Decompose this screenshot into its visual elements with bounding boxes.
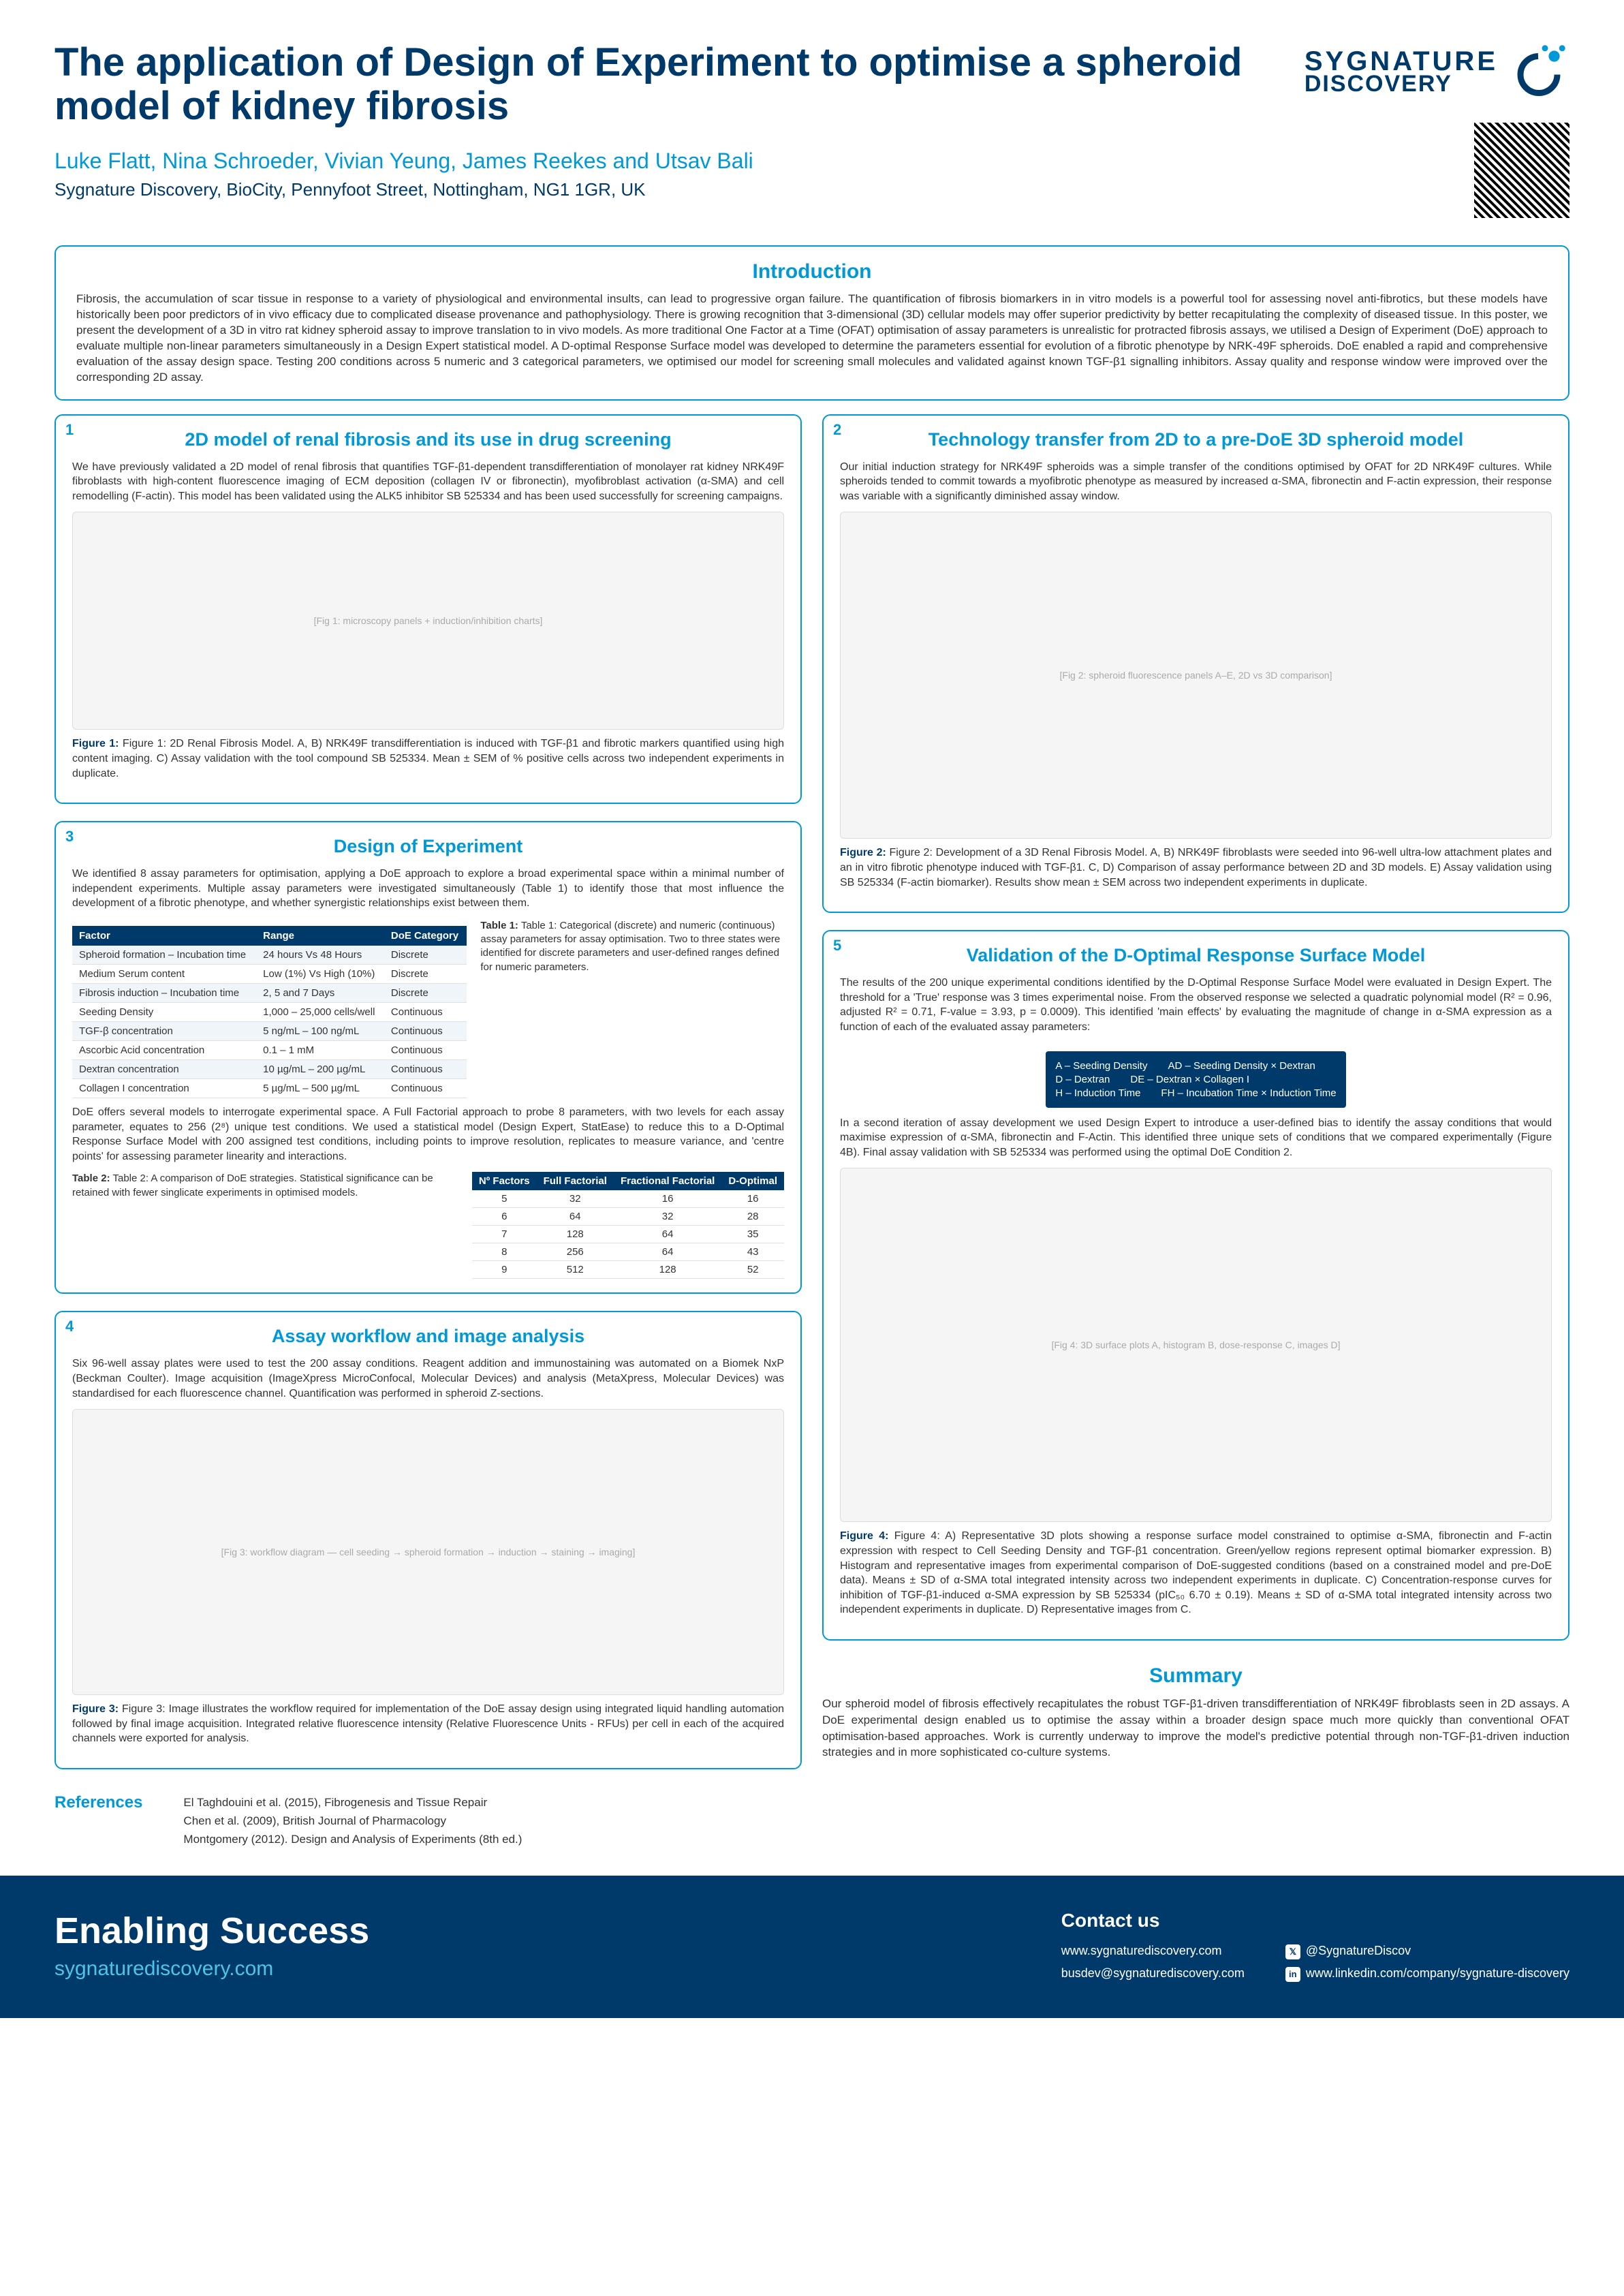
right-column: 2 Technology transfer from 2D to a pre-D… [822,414,1570,1856]
contact-linkedin: in www.linkedin.com/company/sygnature-dis… [1285,1962,1570,1984]
tagline: Enabling Success [54,1910,369,1952]
twitter-icon: 𝕏 [1285,1944,1300,1959]
table2-wrap: Table 2: Table 2: A comparison of DoE st… [72,1172,784,1279]
poster-header: The application of Design of Experiment … [0,0,1624,232]
panel-text-2: DoE offers several models to interrogate… [72,1105,784,1164]
panel-4: 4 Assay workflow and image analysis Six … [54,1311,802,1769]
intro-panel: Introduction Fibrosis, the accumulation … [54,245,1570,401]
summary-panel: Summary Our spheroid model of fibrosis e… [822,1658,1570,1767]
panel-text-2: In a second iteration of assay developme… [840,1116,1552,1160]
fig4-caption-text: Figure 4: A) Representative 3D plots sho… [840,1530,1552,1615]
linkedin-icon: in [1285,1967,1300,1982]
left-column: 1 2D model of renal fibrosis and its use… [54,414,802,1856]
legend-a: A – Seeding Density [1055,1060,1147,1072]
legend-wrap: A – Seeding Density AD – Seeding Density … [840,1043,1552,1116]
t2-caption-text: Table 2: A comparison of DoE strategies.… [72,1173,433,1198]
footer-url: sygnaturediscovery.com [54,1957,369,1981]
legend-de: DE – Dextran × Collagen I [1130,1074,1249,1085]
contact-heading: Contact us [1061,1910,1570,1932]
t1-caption-text: Table 1: Categorical (discrete) and nume… [480,920,780,973]
fig1-caption-text: Figure 1: 2D Renal Fibrosis Model. A, B)… [72,738,784,779]
table-1-caption: Table 1: Table 1: Categorical (discrete)… [480,919,784,974]
contact-email: busdev@sygnaturediscovery.com [1061,1962,1245,1984]
summary-heading: Summary [822,1664,1570,1688]
panel-number: 2 [833,421,841,439]
panel-heading: Validation of the D-Optimal Response Sur… [840,945,1552,966]
table-2: Nº FactorsFull FactorialFractional Facto… [472,1172,784,1279]
references-label: References [54,1793,142,1849]
legend-ad: AD – Seeding Density × Dextran [1168,1060,1315,1072]
logo-icon [1508,41,1570,102]
panel-5: 5 Validation of the D-Optimal Response S… [822,930,1570,1641]
panel-number: 1 [65,421,74,439]
logo-text: SYGNATURE DISCOVERY [1305,49,1498,95]
panel-heading: Assay workflow and image analysis [72,1326,784,1347]
legend-h: H – Induction Time [1055,1087,1140,1099]
intro-heading: Introduction [76,260,1548,283]
panel-text: We identified 8 assay parameters for opt… [72,867,784,911]
panel-heading: Technology transfer from 2D to a pre-DoE… [840,429,1552,450]
panel-number: 4 [65,1318,74,1335]
figure-2-caption: Figure 2: Figure 2: Development of a 3D … [840,846,1552,890]
footer-left: Enabling Success sygnaturediscovery.com [54,1910,369,1981]
panel-heading: Design of Experiment [72,836,784,857]
panel-number: 5 [833,937,841,955]
table1-wrap: FactorRangeDoE CategorySpheroid formatio… [72,919,784,1105]
panel-text: Six 96-well assay plates were used to te… [72,1356,784,1401]
panel-3: 3 Design of Experiment We identified 8 a… [54,821,802,1294]
figure-1: [Fig 1: microscopy panels + induction/in… [72,512,784,730]
panel-text: The results of the 200 unique experiment… [840,976,1552,1034]
table-2-caption: Table 2: Table 2: A comparison of DoE st… [72,1172,458,1200]
logo-area: SYGNATURE DISCOVERY [1305,41,1570,218]
main-effects-legend: A – Seeding Density AD – Seeding Density … [1046,1051,1345,1108]
contact-web: www.sygnaturediscovery.com [1061,1940,1245,1961]
panel-1: 1 2D model of renal fibrosis and its use… [54,414,802,805]
legend-fh: FH – Incubation Time × Induction Time [1161,1087,1336,1099]
panel-text: We have previously validated a 2D model … [72,460,784,504]
footer-contact: Contact us www.sygnaturediscovery.com bu… [1061,1910,1570,1984]
panel-heading: 2D model of renal fibrosis and its use i… [72,429,784,450]
company-logo: SYGNATURE DISCOVERY [1305,41,1570,102]
fig2-caption-text: Figure 2: Development of a 3D Renal Fibr… [840,847,1552,888]
fig3-caption-text: Figure 3: Image illustrates the workflow… [72,1703,784,1744]
logo-line1: SYGNATURE [1305,49,1498,74]
panel-text: Our initial induction strategy for NRK49… [840,460,1552,504]
logo-line2: DISCOVERY [1305,74,1498,95]
main-title: The application of Design of Experiment … [54,41,1305,128]
figure-4: [Fig 4: 3D surface plots A, histogram B,… [840,1168,1552,1522]
table-1: FactorRangeDoE CategorySpheroid formatio… [72,926,467,1098]
references: References El Taghdouini et al. (2015), … [54,1786,802,1856]
panel-2: 2 Technology transfer from 2D to a pre-D… [822,414,1570,914]
intro-text: Fibrosis, the accumulation of scar tissu… [76,292,1548,386]
panel-number: 3 [65,828,74,846]
figure-3-caption: Figure 3: Figure 3: Image illustrates th… [72,1702,784,1746]
authors: Luke Flatt, Nina Schroeder, Vivian Yeung… [54,149,1305,174]
figure-3: [Fig 3: workflow diagram — cell seeding … [72,1409,784,1695]
linkedin-url: www.linkedin.com/company/sygnature-disco… [1306,1966,1570,1980]
poster-footer: Enabling Success sygnaturediscovery.com … [0,1876,1624,2018]
affiliation: Sygnature Discovery, BioCity, Pennyfoot … [54,179,1305,200]
references-list: El Taghdouini et al. (2015), Fibrogenesi… [183,1793,522,1849]
title-block: The application of Design of Experiment … [54,41,1305,200]
summary-text: Our spheroid model of fibrosis effective… [822,1696,1570,1760]
qr-code [1474,123,1570,218]
twitter-handle: @SygnatureDiscov [1306,1944,1411,1957]
legend-d: D – Dextran [1055,1074,1110,1085]
contact-twitter: 𝕏 @SygnatureDiscov [1285,1940,1570,1961]
figure-2: [Fig 2: spheroid fluorescence panels A–E… [840,512,1552,839]
main-columns: 1 2D model of renal fibrosis and its use… [0,414,1624,1876]
contact-links: www.sygnaturediscovery.com busdev@sygnat… [1061,1940,1570,1984]
figure-4-caption: Figure 4: Figure 4: A) Representative 3D… [840,1529,1552,1617]
figure-1-caption: Figure 1: Figure 1: 2D Renal Fibrosis Mo… [72,736,784,781]
